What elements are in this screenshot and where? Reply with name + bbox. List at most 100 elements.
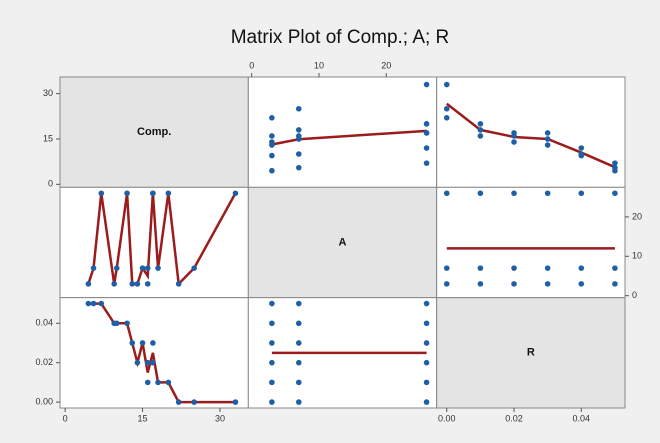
point [165,379,172,386]
y-tick-label: 0 [632,290,637,300]
point [175,281,182,287]
point [295,340,302,346]
point [295,164,302,171]
point [295,127,302,133]
point [477,265,484,271]
point [544,136,551,142]
point [423,340,430,346]
y-tick-label: 15 [43,133,53,143]
point [295,320,302,327]
point [295,151,302,157]
point [90,265,97,271]
point [423,359,430,366]
point [269,115,275,121]
y-tick-label: 0.00 [35,396,53,406]
y-tick-label: 0 [48,179,53,189]
x-tick-label: 0 [63,413,68,423]
point [443,265,450,271]
point [191,265,197,271]
point [477,281,484,287]
point [423,145,430,151]
point [150,190,156,197]
variable-name: A [339,236,347,248]
point [144,359,151,366]
diagonal-panel [247,186,438,299]
point [129,340,136,346]
point [269,359,275,366]
point [423,320,430,327]
smoother [87,192,237,287]
point [477,190,484,197]
point [511,190,517,197]
point [269,379,275,386]
point [111,281,117,287]
point [511,139,517,145]
point [155,265,161,271]
point [578,151,585,157]
point [511,281,517,287]
point [150,340,156,346]
chart-title: Matrix Plot of Comp.; A; R [231,27,450,48]
panel [59,297,249,409]
point [295,379,302,386]
point [477,133,484,139]
point [423,399,430,405]
variable-name: Comp. [137,126,171,138]
x-tick-label: 0.04 [573,413,591,423]
point [443,115,450,121]
point [477,121,484,127]
point [191,399,197,405]
point [295,300,302,307]
point [269,340,275,346]
point [544,281,551,287]
point [612,190,618,197]
panel [436,186,626,299]
variable-name: R [527,347,535,359]
point [544,190,551,197]
point [165,190,172,197]
point [269,300,275,307]
x-tick-label: 30 [215,413,225,423]
point [144,281,151,287]
panel [436,76,626,188]
point [443,281,450,287]
point [269,133,275,139]
y-tick-label: 20 [632,211,642,221]
point [85,300,92,307]
point [443,81,450,88]
x-tick-label: 15 [138,413,148,423]
point [175,399,182,405]
point [443,190,450,197]
point [612,265,618,271]
point [113,265,120,271]
point [511,265,517,271]
x-tick-label: 0.00 [438,413,456,423]
point [129,281,136,287]
y-tick-label: 0.02 [35,357,53,367]
point [139,265,146,271]
x-tick-label: 0.02 [505,413,523,423]
diagonal-panel [59,76,249,188]
point [423,121,430,127]
point [612,160,618,166]
point [423,81,430,88]
point [269,152,275,159]
point [295,105,302,112]
point [269,320,275,327]
point [295,359,302,366]
point [578,190,585,197]
point [578,265,585,271]
point [269,167,275,174]
point [155,379,161,386]
point [295,399,302,405]
smoother [445,102,616,169]
point [98,300,105,307]
point [232,399,239,405]
point [423,160,430,166]
x-tick-label: 0 [249,60,254,70]
point [544,265,551,271]
point [612,164,618,171]
x-tick-label: 20 [381,60,391,70]
y-tick-label: 10 [632,251,642,261]
point [150,359,156,366]
